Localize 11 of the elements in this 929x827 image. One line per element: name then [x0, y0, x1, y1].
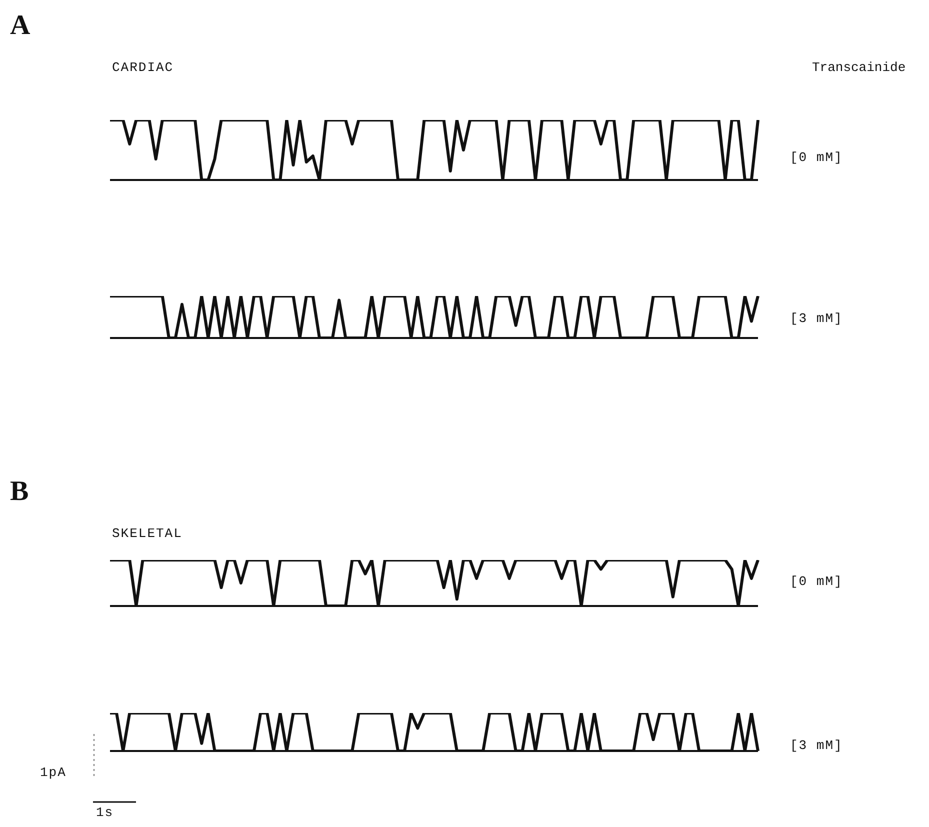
text: [0 mM] [790, 150, 843, 165]
text: [0 mM] [790, 574, 843, 589]
chart-title: CARDIAC [112, 60, 174, 75]
text: 1s [96, 805, 114, 820]
text: [3 mM] [790, 738, 843, 753]
text: [3 mM] [790, 311, 843, 326]
chart-title: SKELETAL [112, 526, 182, 541]
text: Transcainide [812, 60, 906, 75]
text: B [10, 476, 29, 508]
text: A [10, 10, 30, 42]
text: 1pA [40, 765, 66, 780]
